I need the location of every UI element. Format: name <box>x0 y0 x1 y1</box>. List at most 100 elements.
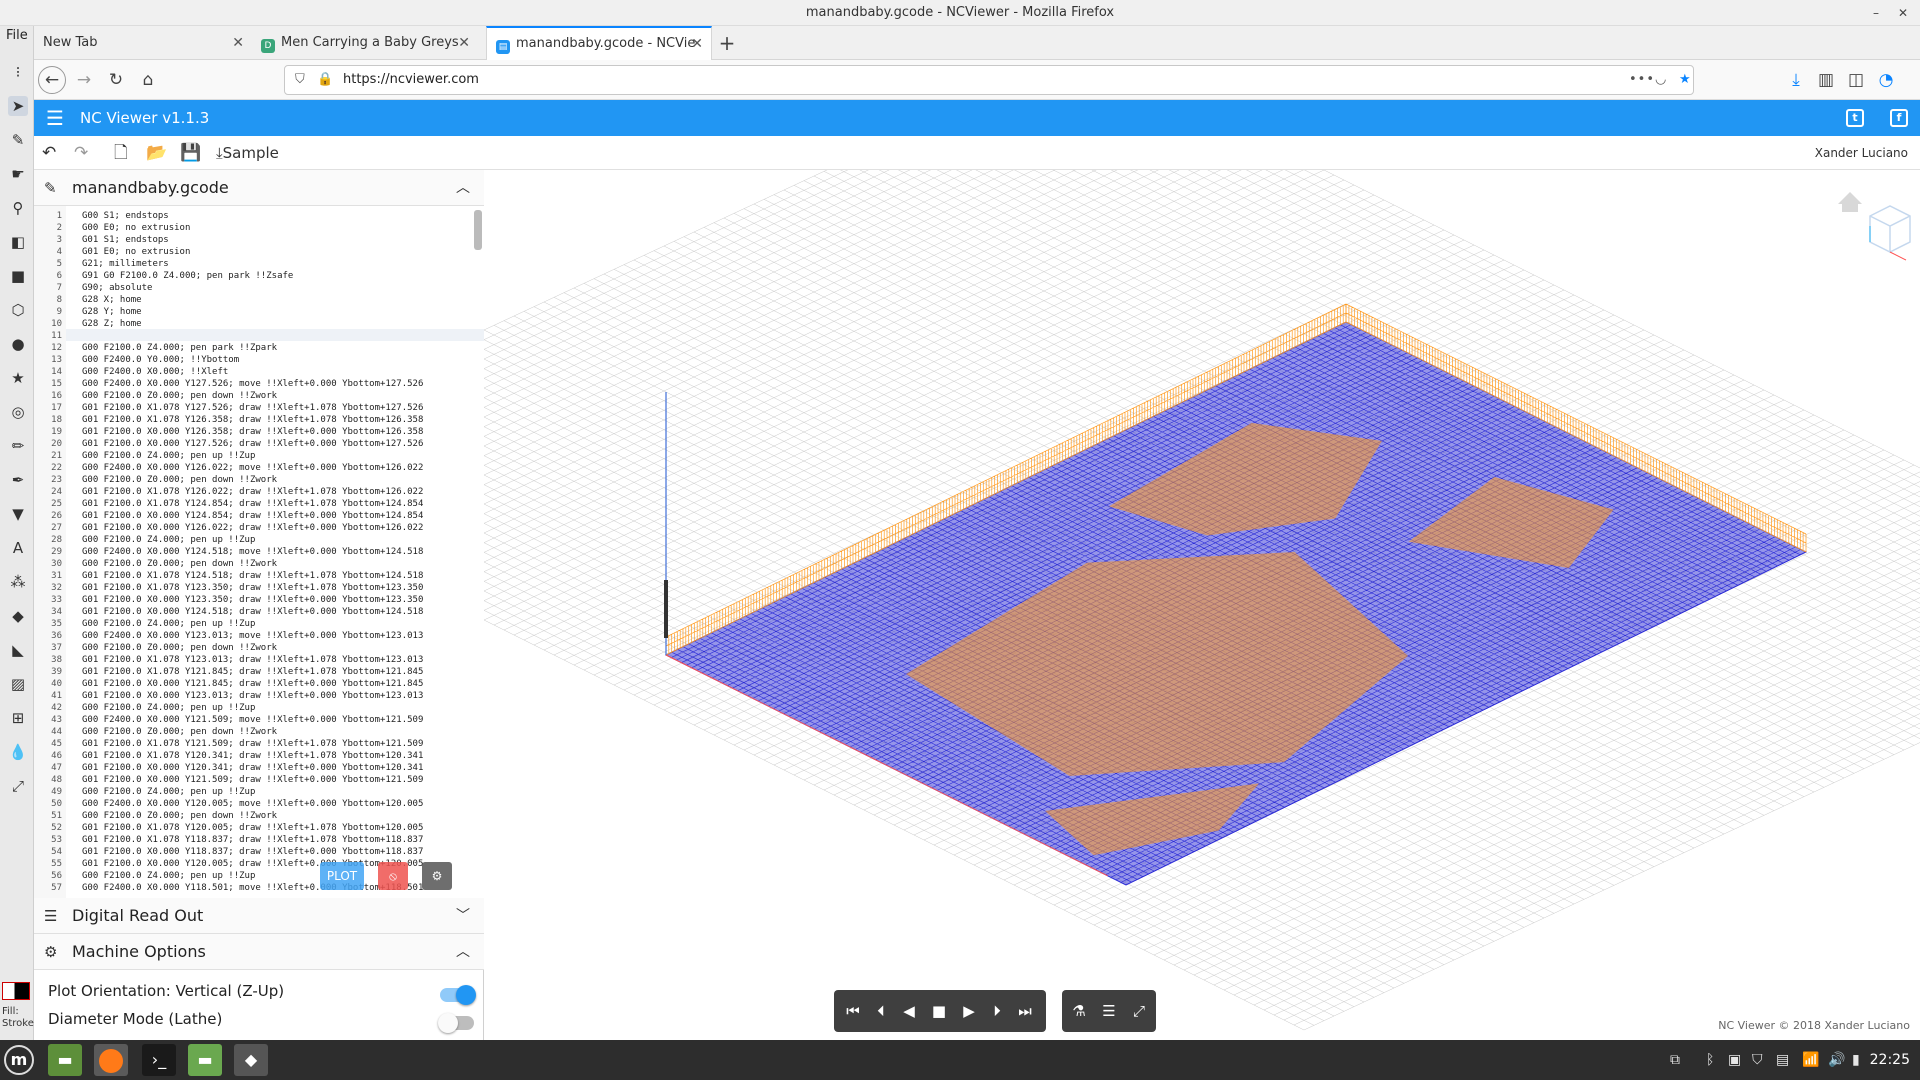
code-line[interactable]: G00 F2100.0 Z4.000; pen up !!Zup <box>82 703 256 713</box>
code-line[interactable]: G00 F2400.0 X0.000 Y124.518; move !!Xlef… <box>82 547 424 557</box>
cancel-plot-icon[interactable]: ⦸ <box>378 862 408 890</box>
code-line[interactable]: G00 F2400.0 Y0.000; !!Ybottom <box>82 355 240 365</box>
tab-new-tab[interactable]: New Tab ✕ <box>34 26 252 60</box>
step-forward-icon[interactable]: ⏵ <box>993 1002 1001 1020</box>
code-line[interactable]: G01 F2100.0 X0.000 Y123.013; draw !!Xlef… <box>82 691 424 701</box>
box3d-tool-icon[interactable]: ⬡ <box>11 301 25 319</box>
skip-end-icon[interactable]: ⏭ <box>1018 1002 1032 1020</box>
minimize-button[interactable]: – <box>1873 6 1879 20</box>
new-file-icon[interactable]: 🗋 <box>114 143 128 163</box>
gradient-tool-icon[interactable]: ▨ <box>10 675 26 693</box>
zoom-tool-icon[interactable]: ⚲ <box>12 199 24 217</box>
plot-orientation-toggle[interactable] <box>440 985 476 1005</box>
machine-options-header[interactable]: ⚙ Machine Options ︿ <box>34 934 484 970</box>
chevron-down-icon[interactable]: ﹀ <box>456 908 470 924</box>
code-line[interactable]: G01 F2100.0 X1.078 Y121.509; draw !!Xlef… <box>82 739 424 749</box>
spray-tool-icon[interactable]: ⁂ <box>10 573 26 591</box>
code-line[interactable]: G00 F2400.0 X0.000 Y120.005; move !!Xlef… <box>82 799 424 809</box>
code-line[interactable]: G01 E0; no extrusion <box>82 247 191 257</box>
snap-icon[interactable]: ⁝ <box>15 63 21 81</box>
code-line[interactable]: G01 F2100.0 X1.078 Y126.358; draw !!Xlef… <box>82 415 424 425</box>
star-tool-icon[interactable]: ★ <box>11 369 25 387</box>
bluetooth-icon[interactable]: ᛒ <box>1706 1052 1715 1068</box>
selector-tool-icon[interactable]: ➤ <box>8 96 28 116</box>
home-view-icon[interactable] <box>1838 192 1862 212</box>
save-icon[interactable]: 💾 <box>180 143 202 163</box>
open-folder-icon[interactable]: 📂 <box>146 143 168 163</box>
rewind-icon[interactable]: ◀ <box>903 1002 915 1020</box>
wifi-icon[interactable]: 📶 <box>1802 1052 1820 1068</box>
code-line[interactable]: G00 F2100.0 Z4.000; pen up !!Zup <box>82 871 256 881</box>
code-line[interactable]: G01 F2100.0 X0.000 Y124.854; draw !!Xlef… <box>82 511 424 521</box>
forward-icon[interactable]: → <box>76 70 92 90</box>
editor-scrollbar[interactable] <box>474 210 482 250</box>
step-back-icon[interactable]: ⏴ <box>877 1002 885 1020</box>
code-line[interactable]: G01 F2100.0 X1.078 Y123.350; draw !!Xlef… <box>82 583 424 593</box>
code-line[interactable]: G01 F2100.0 X0.000 Y123.350; draw !!Xlef… <box>82 595 424 605</box>
code-line[interactable]: G28 Z; home <box>82 319 142 329</box>
code-line[interactable]: G01 F2100.0 X1.078 Y123.013; draw !!Xlef… <box>82 655 424 665</box>
dropper-tool-icon[interactable]: 💧 <box>8 743 28 761</box>
plot-button[interactable]: PLOT <box>320 862 364 890</box>
view-cube-widget[interactable] <box>1832 180 1912 270</box>
mesh-tool-icon[interactable]: ⊞ <box>11 709 25 727</box>
redo-icon[interactable]: ↷ <box>74 143 89 163</box>
3d-viewport[interactable]: ⏮ ⏴ ◀ ■ ▶ ⏵ ⏭ ⚗ ☰ ⤢ NC Viewer © 2018 Xan… <box>484 170 1920 1040</box>
code-line[interactable]: G28 X; home <box>82 295 142 305</box>
code-line[interactable]: G00 F2100.0 Z0.000; pen down !!Zwork <box>82 811 278 821</box>
code-line[interactable]: G00 F2100.0 Z0.000; pen down !!Zwork <box>82 643 278 653</box>
code-line[interactable]: G01 F2100.0 X0.000 Y124.518; draw !!Xlef… <box>82 607 424 617</box>
code-line[interactable]: G01 F2100.0 X1.078 Y121.845; draw !!Xlef… <box>82 667 424 677</box>
firefox-icon[interactable] <box>94 1044 128 1076</box>
sliders-icon[interactable]: ☰ <box>1102 1002 1116 1020</box>
code-line[interactable]: G28 Y; home <box>82 307 142 317</box>
terminal-icon[interactable]: ›_ <box>142 1044 176 1076</box>
code-line[interactable]: G00 F2400.0 X0.000 Y123.013; move !!Xlef… <box>82 631 424 641</box>
code-line[interactable]: G01 F2100.0 X1.078 Y118.837; draw !!Xlef… <box>82 835 424 845</box>
code-line[interactable]: G00 E0; no extrusion <box>82 223 191 233</box>
library-icon[interactable]: ▥ <box>1817 70 1835 90</box>
code-line[interactable]: G00 F2400.0 X0.000 Y127.526; move !!Xlef… <box>82 379 424 389</box>
page-actions-icon[interactable]: ••• <box>1629 72 1656 87</box>
calligraphy-tool-icon[interactable]: ▼ <box>12 505 24 523</box>
code-line[interactable]: G00 F2100.0 Z4.000; pen up !!Zup <box>82 619 256 629</box>
code-line[interactable]: G00 F2100.0 Z4.000; pen up !!Zup <box>82 451 256 461</box>
undo-icon[interactable]: ↶ <box>42 143 57 163</box>
code-line[interactable]: G01 F2100.0 X1.078 Y120.341; draw !!Xlef… <box>82 751 424 761</box>
close-tab-icon[interactable]: ✕ <box>232 35 244 51</box>
skip-start-icon[interactable]: ⏮ <box>846 1002 860 1020</box>
text-tool-icon[interactable]: A <box>12 539 24 557</box>
code-line[interactable]: G01 F2100.0 X0.000 Y126.022; draw !!Xlef… <box>82 523 424 533</box>
pen-tool-icon[interactable]: ✒ <box>11 471 25 489</box>
clipboard-icon[interactable]: ▣ <box>1728 1052 1742 1068</box>
back-icon[interactable]: ← <box>38 66 66 94</box>
file-menu[interactable]: File <box>6 28 28 43</box>
fill-stroke-swatch[interactable] <box>2 982 30 1000</box>
tab-ncviewer[interactable]: ▤ manandbaby.gcode - NCVie ✕ <box>486 26 712 60</box>
code-line[interactable]: G00 F2100.0 Z0.000; pen down !!Zwork <box>82 475 278 485</box>
account-icon[interactable]: ◔ <box>1878 70 1894 90</box>
plot-settings-icon[interactable]: ⚙ <box>422 862 452 890</box>
tab-men-carrying-baby[interactable]: D Men Carrying a Baby Greys ✕ <box>252 26 478 60</box>
diameter-mode-toggle[interactable] <box>438 1013 474 1033</box>
connector-tool-icon[interactable]: ⤢ <box>11 777 24 795</box>
network-stack-icon[interactable]: ⧉ <box>1670 1052 1680 1068</box>
code-line[interactable]: G21; millimeters <box>82 259 169 269</box>
battery-icon[interactable]: ▮ <box>1852 1052 1860 1068</box>
close-tab-icon[interactable]: ✕ <box>691 36 703 52</box>
code-line[interactable]: G00 F2100.0 Z4.000; pen park !!Zpark <box>82 343 278 353</box>
display-icon[interactable]: ▤ <box>1776 1052 1790 1068</box>
sidebar-icon[interactable]: ◫ <box>1847 70 1865 90</box>
code-line[interactable]: G01 F2100.0 X0.000 Y120.005; draw !!Xlef… <box>82 859 424 869</box>
update-shield-icon[interactable]: ⛉ <box>1752 1052 1763 1068</box>
code-line[interactable]: G01 F2100.0 X1.078 Y124.518; draw !!Xlef… <box>82 571 424 581</box>
code-line[interactable]: G01 F2100.0 X1.078 Y127.526; draw !!Xlef… <box>82 403 424 413</box>
gcode-editor[interactable]: 1 2 3 4 5 6 7 8 9 10 11 12 13 14 15 16 17 18 19 20 21 22 23 24 2… <box>34 206 484 898</box>
code-line[interactable]: G00 F2100.0 Z4.000; pen up !!Zup <box>82 535 256 545</box>
eraser-tool-icon[interactable]: ◆ <box>12 607 24 625</box>
inkscape-icon[interactable]: ◆ <box>234 1044 268 1076</box>
url-text[interactable]: https://ncviewer.com <box>343 72 479 87</box>
code-line[interactable]: G01 F2100.0 X0.000 Y127.526; draw !!Xlef… <box>82 439 424 449</box>
bucket-tool-icon[interactable]: ◣ <box>12 641 24 659</box>
measure-tool-icon[interactable]: ◧ <box>10 233 26 251</box>
